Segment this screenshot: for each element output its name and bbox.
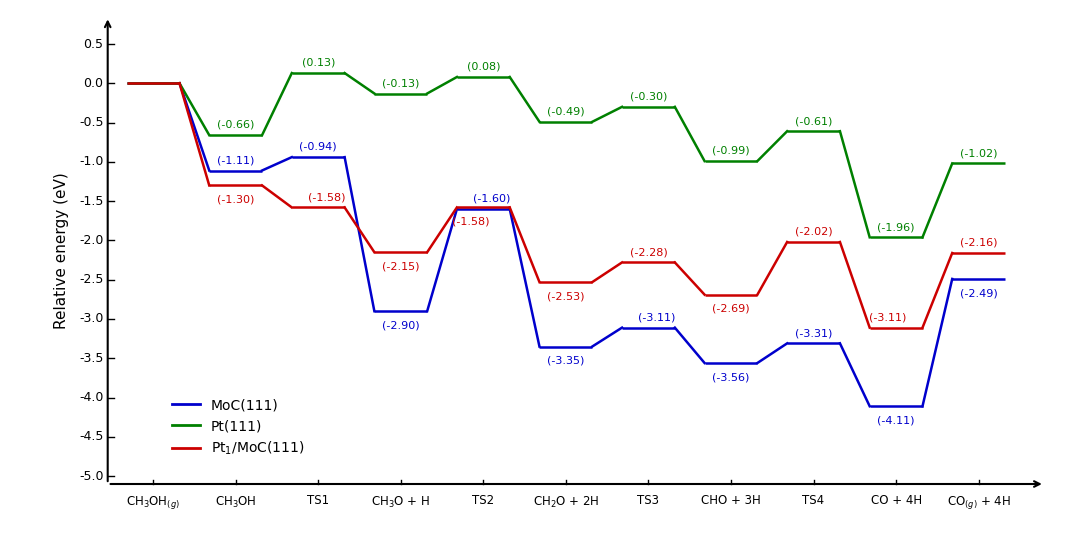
Text: (0.13): (0.13) bbox=[302, 58, 335, 68]
Text: (-1.30): (-1.30) bbox=[216, 195, 254, 205]
Text: -3.5: -3.5 bbox=[80, 352, 103, 365]
Text: (-4.11): (-4.11) bbox=[878, 415, 914, 425]
Text: -4.0: -4.0 bbox=[80, 391, 103, 404]
Text: (-1.02): (-1.02) bbox=[960, 148, 997, 158]
Text: -1.0: -1.0 bbox=[80, 155, 103, 168]
Text: (-0.61): (-0.61) bbox=[795, 116, 833, 126]
Text: (-1.96): (-1.96) bbox=[878, 222, 914, 232]
Text: (-0.49): (-0.49) bbox=[547, 107, 585, 117]
Text: (-2.02): (-2.02) bbox=[795, 227, 833, 237]
Text: (-3.11): (-3.11) bbox=[869, 312, 907, 322]
Text: (-2.28): (-2.28) bbox=[630, 247, 668, 257]
Text: (-3.11): (-3.11) bbox=[638, 312, 675, 322]
Text: (-2.49): (-2.49) bbox=[960, 288, 997, 298]
Text: -0.5: -0.5 bbox=[79, 116, 103, 129]
Text: 0.0: 0.0 bbox=[84, 77, 103, 90]
Text: -1.5: -1.5 bbox=[80, 195, 103, 208]
Text: (-1.60): (-1.60) bbox=[473, 194, 510, 204]
Y-axis label: Relative energy (eV): Relative energy (eV) bbox=[54, 172, 69, 328]
Text: (0.08): (0.08) bbox=[466, 62, 500, 72]
Text: (-3.56): (-3.56) bbox=[712, 372, 750, 382]
Text: (-0.30): (-0.30) bbox=[630, 92, 667, 102]
Text: (-3.31): (-3.31) bbox=[795, 328, 833, 338]
Text: (-1.58): (-1.58) bbox=[452, 217, 490, 227]
Text: (-1.58): (-1.58) bbox=[308, 192, 346, 202]
Legend: MoC(111), Pt(111), Pt$_1$/MoC(111): MoC(111), Pt(111), Pt$_1$/MoC(111) bbox=[166, 393, 309, 463]
Text: (-0.99): (-0.99) bbox=[712, 146, 750, 156]
Text: (-2.53): (-2.53) bbox=[547, 291, 585, 301]
Text: -2.5: -2.5 bbox=[80, 273, 103, 286]
Text: (-2.90): (-2.90) bbox=[382, 320, 420, 331]
Text: -4.5: -4.5 bbox=[80, 430, 103, 443]
Text: (-0.13): (-0.13) bbox=[382, 78, 419, 89]
Text: 0.5: 0.5 bbox=[84, 37, 103, 51]
Text: (-2.16): (-2.16) bbox=[960, 238, 997, 248]
Text: (-3.35): (-3.35) bbox=[547, 356, 585, 366]
Text: (-1.11): (-1.11) bbox=[216, 155, 254, 166]
Text: -3.0: -3.0 bbox=[80, 312, 103, 326]
Text: (-0.66): (-0.66) bbox=[216, 120, 254, 130]
Text: -2.0: -2.0 bbox=[80, 234, 103, 247]
Text: (-2.69): (-2.69) bbox=[712, 304, 750, 314]
Text: -5.0: -5.0 bbox=[79, 470, 103, 483]
Text: (-0.94): (-0.94) bbox=[299, 142, 337, 152]
Text: (-2.15): (-2.15) bbox=[382, 261, 420, 271]
